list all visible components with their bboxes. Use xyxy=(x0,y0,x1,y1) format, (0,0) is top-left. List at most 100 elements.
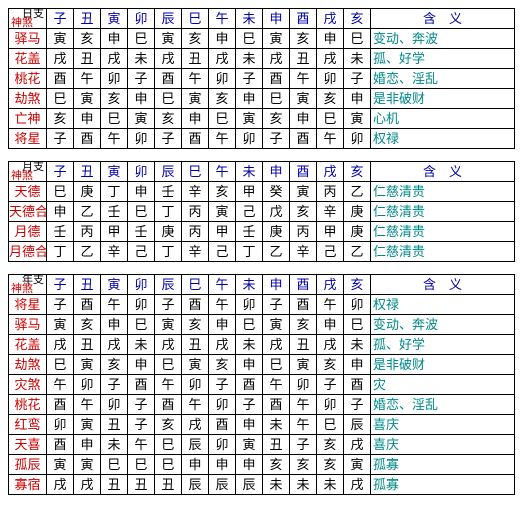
data-cell: 寅 xyxy=(74,415,101,435)
data-cell: 午 xyxy=(128,435,155,455)
data-cell: 未 xyxy=(128,335,155,355)
header-branch: 戌 xyxy=(317,162,344,182)
data-cell: 亥 xyxy=(155,415,182,435)
row-label: 将星 xyxy=(9,295,47,315)
data-cell: 戌 xyxy=(209,335,236,355)
header-branch: 酉 xyxy=(290,275,317,295)
data-cell: 未 xyxy=(290,475,317,495)
header-branch: 申 xyxy=(263,162,290,182)
data-cell: 午 xyxy=(74,69,101,89)
data-cell: 卯 xyxy=(236,129,263,149)
header-branch: 午 xyxy=(209,275,236,295)
data-cell: 丑 xyxy=(74,335,101,355)
row-label: 天德 xyxy=(9,182,47,202)
data-cell: 丑 xyxy=(290,335,317,355)
row-label: 桃花 xyxy=(9,69,47,89)
data-cell: 丑 xyxy=(182,335,209,355)
data-cell: 辛 xyxy=(182,242,209,262)
data-cell: 巳 xyxy=(317,109,344,129)
data-cell: 戌 xyxy=(344,475,371,495)
data-cell: 子 xyxy=(236,395,263,415)
data-cell: 亥 xyxy=(101,89,128,109)
meaning-cell: 仁慈清贵 xyxy=(371,222,515,242)
data-cell: 丁 xyxy=(101,182,128,202)
data-cell: 卯 xyxy=(209,69,236,89)
data-cell: 巳 xyxy=(47,182,74,202)
data-cell: 戌 xyxy=(182,415,209,435)
table-row: 桃花酉午卯子酉午卯子酉午卯子婚恋、淫乱 xyxy=(9,395,515,415)
data-cell: 寅 xyxy=(47,455,74,475)
data-cell: 亥 xyxy=(209,89,236,109)
meaning-cell: 仁慈清贵 xyxy=(371,202,515,222)
meaning-cell: 仁慈清贵 xyxy=(371,242,515,262)
data-cell: 亥 xyxy=(47,109,74,129)
table-row: 将星子酉午卯子酉午卯子酉午卯权禄 xyxy=(9,295,515,315)
shensha-table-1: 月支神煞子丑寅卯辰巳午未申酉戌亥含义天德巳庚丁申壬辛亥甲癸寅丙乙仁慈清贵天德合申… xyxy=(8,161,515,262)
data-cell: 酉 xyxy=(155,395,182,415)
data-cell: 申 xyxy=(209,315,236,335)
data-cell: 庚 xyxy=(263,222,290,242)
data-cell: 申 xyxy=(209,455,236,475)
header-branch: 辰 xyxy=(155,9,182,29)
data-cell: 未 xyxy=(263,415,290,435)
data-cell: 申 xyxy=(317,29,344,49)
data-cell: 戌 xyxy=(155,49,182,69)
table-row: 天德合申乙壬巳丁丙寅己戊亥辛庚仁慈清贵 xyxy=(9,202,515,222)
data-cell: 酉 xyxy=(182,295,209,315)
data-cell: 卯 xyxy=(209,435,236,455)
header-branch: 子 xyxy=(47,275,74,295)
data-cell: 未 xyxy=(263,475,290,495)
data-cell: 巳 xyxy=(155,435,182,455)
data-cell: 未 xyxy=(101,435,128,455)
data-cell: 甲 xyxy=(317,222,344,242)
data-cell: 巳 xyxy=(263,89,290,109)
corner-bottom: 神煞 xyxy=(9,172,46,181)
data-cell: 申 xyxy=(74,435,101,455)
data-cell: 丙 xyxy=(74,222,101,242)
data-cell: 巳 xyxy=(128,315,155,335)
row-label: 月德 xyxy=(9,222,47,242)
data-cell: 寅 xyxy=(74,455,101,475)
data-cell: 申 xyxy=(182,455,209,475)
data-cell: 亥 xyxy=(290,455,317,475)
data-cell: 卯 xyxy=(101,395,128,415)
header-branch: 辰 xyxy=(155,162,182,182)
data-cell: 卯 xyxy=(74,375,101,395)
data-cell: 卯 xyxy=(344,129,371,149)
table-row: 孤辰寅寅巳巳巳申申申亥亥亥寅孤寡 xyxy=(9,455,515,475)
data-cell: 申 xyxy=(101,29,128,49)
data-cell: 子 xyxy=(344,395,371,415)
table-row: 亡神亥申巳寅亥申巳寅亥申巳寅心机 xyxy=(9,109,515,129)
data-cell: 子 xyxy=(290,435,317,455)
data-cell: 酉 xyxy=(290,295,317,315)
data-cell: 巳 xyxy=(344,315,371,335)
data-cell: 丁 xyxy=(155,202,182,222)
data-cell: 辛 xyxy=(182,182,209,202)
table-row: 劫煞巳寅亥申巳寅亥申巳寅亥申是非破财 xyxy=(9,355,515,375)
data-cell: 戌 xyxy=(47,49,74,69)
data-cell: 亥 xyxy=(317,89,344,109)
data-cell: 午 xyxy=(317,295,344,315)
data-cell: 子 xyxy=(155,295,182,315)
data-cell: 午 xyxy=(290,69,317,89)
data-cell: 午 xyxy=(101,129,128,149)
data-cell: 亥 xyxy=(317,355,344,375)
data-cell: 辰 xyxy=(182,475,209,495)
header-row: 日支神煞子丑寅卯辰巳午未申酉戌亥含义 xyxy=(9,9,515,29)
data-cell: 卯 xyxy=(236,295,263,315)
data-cell: 戌 xyxy=(101,49,128,69)
data-cell: 子 xyxy=(263,295,290,315)
row-label: 花盖 xyxy=(9,49,47,69)
row-label: 寡宿 xyxy=(9,475,47,495)
meaning-cell: 心机 xyxy=(371,109,515,129)
table-row: 天喜酉申未午巳辰卯寅丑子亥戌喜庆 xyxy=(9,435,515,455)
row-label: 天喜 xyxy=(9,435,47,455)
data-cell: 酉 xyxy=(182,129,209,149)
data-cell: 己 xyxy=(128,242,155,262)
data-cell: 戌 xyxy=(317,49,344,69)
data-cell: 乙 xyxy=(344,242,371,262)
data-cell: 亥 xyxy=(317,455,344,475)
corner-bottom: 神煞 xyxy=(9,19,46,28)
data-cell: 酉 xyxy=(74,129,101,149)
table-row: 月德合丁乙辛己丁辛己丁乙辛己乙仁慈清贵 xyxy=(9,242,515,262)
